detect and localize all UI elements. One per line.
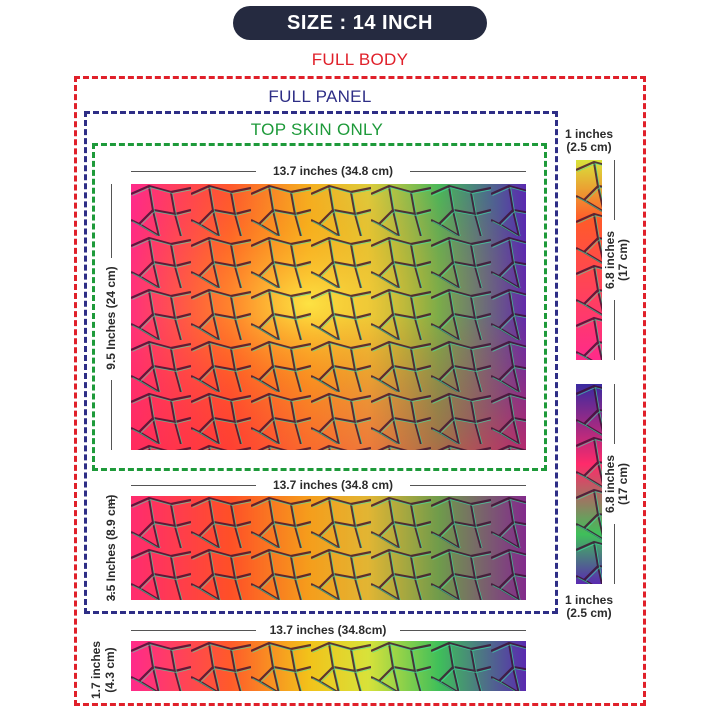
- side-top-artwork: [576, 160, 602, 360]
- keyboard-height-label: 3.5 Inches (8.9 cm): [104, 494, 118, 602]
- side-bottom-width-line2: (2.5 cm): [566, 606, 612, 620]
- full-panel-frame: [84, 111, 558, 614]
- top-skin-width-line-left: [131, 171, 256, 172]
- keyboard-width-line-right: [410, 485, 526, 486]
- side-bottom-artwork: [576, 384, 602, 584]
- bottom-width-line-left: [131, 630, 256, 631]
- side-bottom-height-line2: (17 cm): [616, 462, 630, 506]
- keyboard-width-line-left: [131, 485, 256, 486]
- size-badge: SIZE : 14 INCH: [233, 6, 487, 40]
- top-skin-width-line-right: [410, 171, 526, 172]
- side-top-height-line2: (17 cm): [616, 238, 630, 282]
- top-skin-frame: [92, 143, 547, 471]
- side-top-height-line-bottom: [614, 300, 615, 360]
- side-top-width-line2: (2.5 cm): [566, 140, 612, 154]
- full-body-label: FULL BODY: [311, 50, 409, 69]
- side-top-height-label: 6.8 inches (17 cm): [603, 225, 634, 295]
- top-skin-height-line-top: [111, 184, 112, 258]
- keyboard-height-line-bottom: [111, 592, 112, 600]
- side-top-width-label: 1 inches (2.5 cm): [560, 128, 618, 154]
- bottom-strip-artwork: [131, 641, 526, 691]
- keyboard-artwork: [131, 496, 526, 600]
- top-skin-height-label: 9.5 Inches (24 cm): [104, 266, 118, 370]
- side-bottom-height-line-top: [614, 384, 615, 444]
- side-bottom-width-label: 1 inches (2.5 cm): [560, 594, 618, 620]
- side-bottom-height-label: 6.8 inches (17 cm): [603, 449, 634, 519]
- full-body-frame: [74, 76, 646, 706]
- side-bottom-height-line-bottom: [614, 524, 615, 584]
- full-panel-label: FULL PANEL: [268, 87, 372, 106]
- side-top-width-line1: 1 inches: [564, 127, 614, 141]
- bottom-height-label: 1.7 inches (4.3 cm): [89, 640, 119, 700]
- top-skin-label: TOP SKIN ONLY: [250, 120, 384, 139]
- top-skin-height-line-bottom: [111, 380, 112, 450]
- keyboard-width-label: 13.7 inches (34.8 cm): [272, 478, 394, 492]
- top-skin-width-label: 13.7 inches (34.8 cm): [272, 164, 394, 178]
- bottom-width-line-right: [400, 630, 526, 631]
- keyboard-height-line-top: [111, 496, 112, 506]
- side-bottom-width-line1: 1 inches: [564, 593, 614, 607]
- bottom-height-line1: 1.7 inches: [89, 640, 103, 700]
- side-top-height-line-top: [614, 160, 615, 220]
- bottom-height-line2: (4.3 cm): [103, 647, 117, 693]
- bottom-width-label: 13.7 inches (34.8cm): [269, 623, 387, 637]
- top-skin-artwork: [131, 184, 526, 450]
